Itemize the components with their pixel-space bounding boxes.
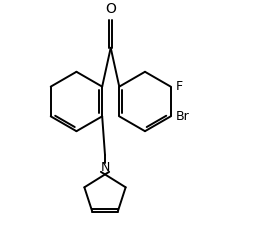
Text: O: O bbox=[105, 2, 116, 16]
Text: N: N bbox=[100, 161, 110, 174]
Text: Br: Br bbox=[176, 110, 189, 123]
Text: F: F bbox=[176, 80, 183, 93]
